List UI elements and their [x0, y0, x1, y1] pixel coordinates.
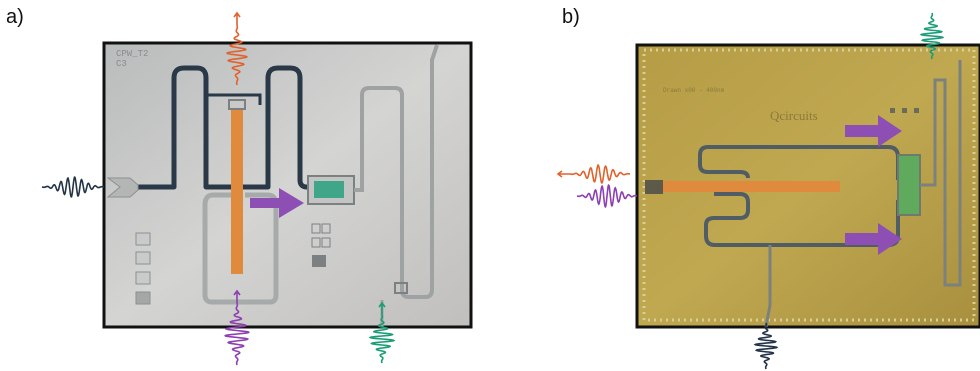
orange-resonator-b [660, 181, 840, 192]
orange-resonator-a [231, 110, 243, 274]
chip-photo-b: Qcircuits Drawn x00 - 400nm [635, 43, 980, 329]
feedline [138, 65, 318, 190]
chip-photo-a: CPW_T2 C3 [102, 41, 473, 329]
red-pulse-left [556, 163, 631, 185]
right-meander [354, 44, 439, 299]
wave-packet [41, 176, 105, 198]
test-pads-right [311, 223, 331, 267]
purple-pulse-bottom [224, 289, 250, 366]
green-pulse-bottom [368, 301, 396, 364]
qubit-b [897, 154, 921, 216]
panel-label-b: b) [562, 6, 580, 28]
wave-packet [576, 184, 638, 208]
navy-pulse-left [41, 176, 105, 198]
purple-arrow-b-top [845, 115, 902, 147]
navy-pulse-bottom [753, 322, 779, 370]
wave-packet [225, 24, 248, 86]
test-pads-left [135, 232, 151, 305]
green-pulse-top [919, 12, 945, 60]
pulse-arrow [556, 170, 570, 178]
pulse-arrow [378, 301, 386, 315]
chip-label-b-small: Drawn x00 - 400nm [663, 87, 725, 94]
panel-label-a: a) [6, 6, 24, 28]
purple-pulse-left [576, 184, 638, 208]
input-pad [106, 177, 139, 198]
wave-packet [569, 163, 631, 185]
qubit-a [307, 175, 355, 205]
pulse-arrow [233, 11, 241, 25]
chip-label-a: CPW_T2 [116, 49, 148, 59]
right-line-b [920, 60, 962, 287]
chip-label-a-2: C3 [116, 59, 127, 69]
red-pulse-top [225, 11, 248, 86]
purple-arrow-a [250, 188, 304, 218]
pulse-arrow [233, 289, 241, 303]
wave-packet [224, 302, 250, 366]
wave-packet [368, 314, 396, 364]
wave-packet [753, 322, 779, 370]
top-loop [204, 93, 262, 105]
purple-arrow-b-bottom [845, 223, 902, 255]
chip-label-b: Qcircuits [770, 108, 818, 123]
wave-packet [919, 12, 945, 60]
